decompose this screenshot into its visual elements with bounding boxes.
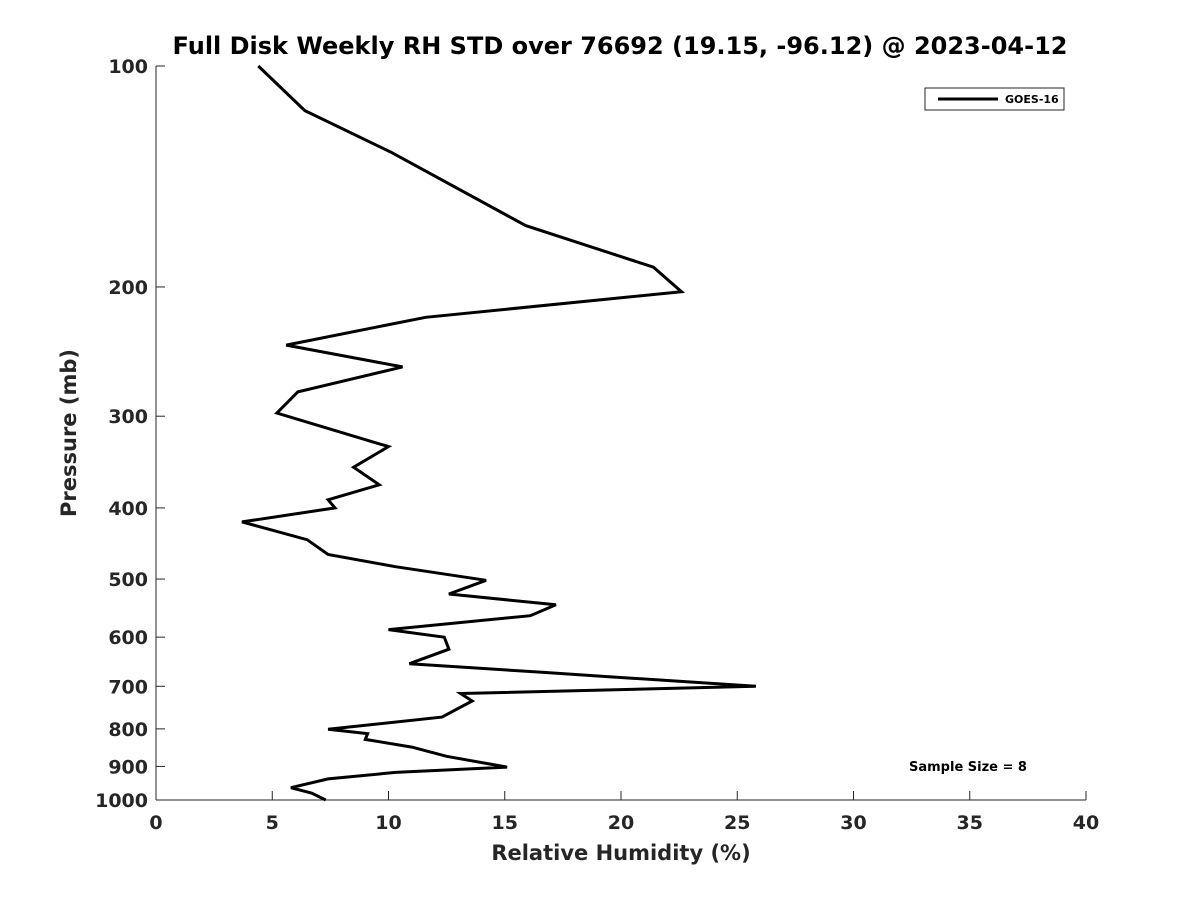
sample-size-note: Sample Size = 8 bbox=[909, 760, 1027, 775]
series-group bbox=[241, 64, 756, 802]
x-tick-label-8: 40 bbox=[1073, 812, 1099, 834]
x-tick-label-0: 0 bbox=[149, 812, 162, 834]
x-tick-label-1: 5 bbox=[266, 812, 279, 834]
y-tick-label-6: 700 bbox=[108, 676, 148, 698]
series-line-goes-16 bbox=[241, 64, 756, 802]
x-ticks: 0 5 10 15 20 25 30 35 40 bbox=[149, 791, 1099, 834]
x-tick-label-2: 10 bbox=[375, 812, 401, 834]
y-tick-label-1: 200 bbox=[108, 277, 148, 299]
y-tick-label-9: 1000 bbox=[95, 790, 148, 812]
legend-label-goes-16: GOES-16 bbox=[1005, 93, 1059, 106]
y-tick-label-7: 800 bbox=[108, 719, 148, 741]
x-tick-label-6: 30 bbox=[840, 812, 866, 834]
x-tick-label-5: 25 bbox=[724, 812, 750, 834]
y-tick-label-8: 900 bbox=[108, 756, 148, 778]
y-axis-label: Pressure (mb) bbox=[57, 349, 81, 517]
plot-area: 0 5 10 15 20 25 30 35 40 100 200 300 400 500 600 700 80… bbox=[95, 56, 1099, 834]
x-tick-label-7: 35 bbox=[957, 812, 983, 834]
y-tick-label-4: 500 bbox=[108, 569, 148, 591]
y-tick-label-2: 300 bbox=[108, 406, 148, 428]
legend: GOES-16 bbox=[924, 87, 1065, 111]
chart-title: Full Disk Weekly RH STD over 76692 (19.1… bbox=[173, 32, 1068, 60]
x-tick-label-3: 15 bbox=[492, 812, 518, 834]
x-axis-label: Relative Humidity (%) bbox=[491, 841, 750, 865]
y-ticks: 100 200 300 400 500 600 700 800 900 1000 bbox=[95, 56, 165, 812]
y-tick-label-3: 400 bbox=[108, 498, 148, 520]
y-tick-label-0: 100 bbox=[108, 56, 148, 78]
x-tick-label-4: 20 bbox=[608, 812, 634, 834]
y-tick-label-5: 600 bbox=[108, 627, 148, 649]
